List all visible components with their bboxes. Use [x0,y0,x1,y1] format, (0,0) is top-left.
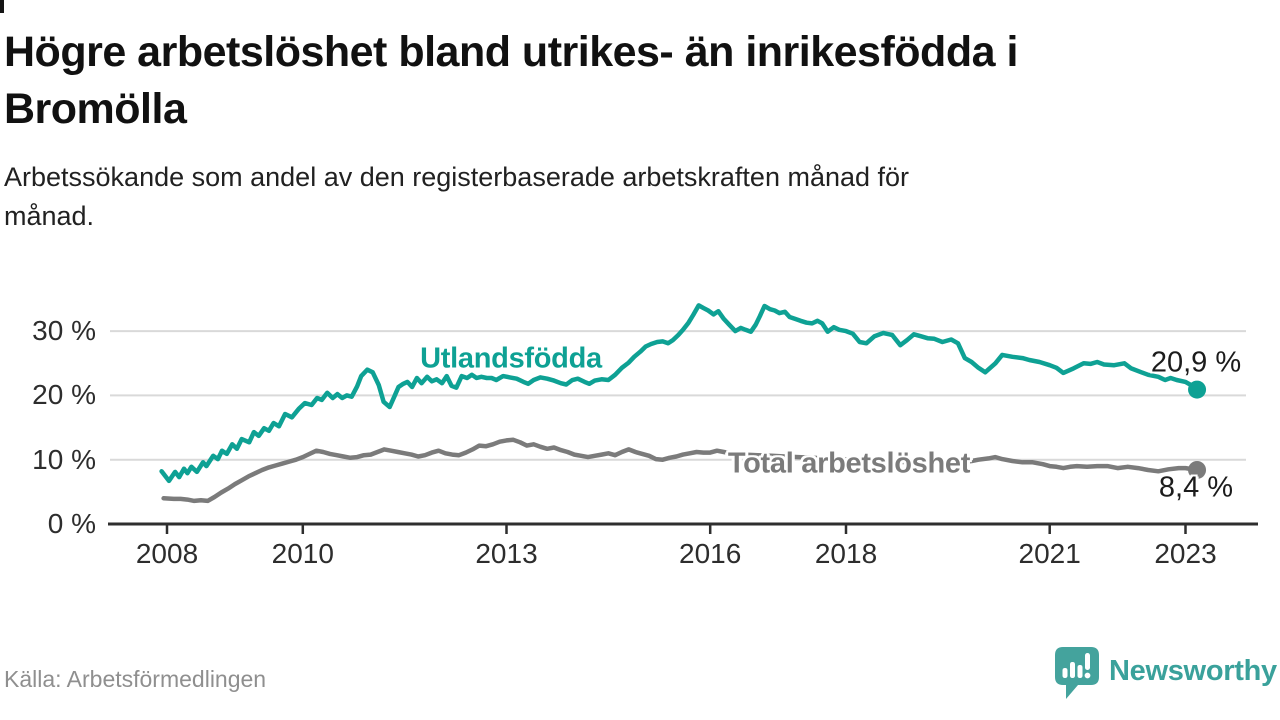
x-tick-label-2016: 2016 [679,538,742,569]
series-line-utlandsfodda [159,303,1200,484]
x-tick-label-2013: 2013 [475,538,538,569]
corner-artifact [0,0,4,13]
x-tick-label-2008: 2008 [135,538,199,569]
brand-wordmark: Newsworthy [1109,655,1277,687]
chart-subtitle-line-1: Arbetssökande som andel av den registerb… [4,162,910,192]
chart-subtitle: Arbetssökande som andel av den registerb… [4,158,909,236]
end-value-label-utlandsfodda: 20,9 % [1150,346,1242,379]
y-tick-label-10: 10 % [32,443,96,475]
x-tick-label-2021: 2021 [1018,538,1081,569]
series-label-total-arbetsloshet: Total arbetslöshet [727,447,971,480]
series-line-total [161,437,1200,504]
end-value-label-total: 8,4 % [1158,471,1234,504]
y-tick-label-0: 0 % [47,508,96,539]
x-tick-label-2023: 2023 [1154,538,1217,569]
chart-title-line-1: Högre arbetslöshet bland utrikes- än inr… [4,28,1018,76]
chart-title: Högre arbetslöshet bland utrikes- än inr… [4,24,1018,138]
x-tick-label-2010: 2010 [271,538,334,569]
series-end-dot-total [1188,460,1207,479]
newsworthy-logo: Newsworthy [1054,646,1277,702]
chart-subtitle-line-2: månad. [4,201,95,231]
series-label-utlandsfodda: Utlandsfödda [420,342,602,375]
series-end-dot-utlandsfodda [1188,380,1207,399]
source-note: Källa: Arbetsförmedlingen [4,666,267,692]
y-tick-label-30: 30 % [32,315,96,347]
chart-title-line-2: Bromölla [4,85,187,133]
y-tick-label-20: 20 % [32,379,96,411]
speech-bubble-bar-chart-icon [1055,647,1099,699]
x-tick-label-2018: 2018 [814,538,878,569]
